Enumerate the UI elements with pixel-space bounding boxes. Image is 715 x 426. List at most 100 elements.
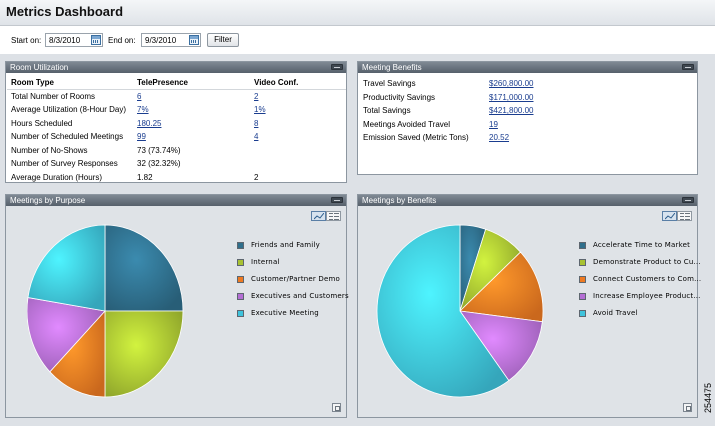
column-header: Room Type xyxy=(7,76,133,90)
table-row: Travel Savings $260,800.00 xyxy=(359,77,697,91)
table-cell: 99 xyxy=(133,130,250,144)
value-link[interactable]: 99 xyxy=(137,132,146,142)
legend-label: Customer/Partner Demo xyxy=(251,275,341,283)
chart-view-button[interactable] xyxy=(311,211,326,221)
table-row: Productivity Savings $171,000.00 xyxy=(359,91,697,105)
table-cell: 180.25 xyxy=(133,117,250,131)
benefit-label: Travel Savings xyxy=(363,79,416,89)
export-button[interactable] xyxy=(683,403,692,412)
table-cell: Number of Survey Responses xyxy=(11,159,118,169)
benefit-value-link[interactable]: 20.52 xyxy=(489,133,510,143)
meeting-benefits-table: Travel Savings $260,800.00 Productivity Sa… xyxy=(359,77,697,145)
value-link[interactable]: 2 xyxy=(254,92,259,101)
calendar-icon[interactable] xyxy=(189,35,199,45)
value-link[interactable]: 1% xyxy=(254,105,266,115)
benefit-label: Emission Saved (Metric Tons) xyxy=(363,133,469,143)
chart-view-toggle xyxy=(311,211,341,221)
pie-chart xyxy=(27,224,184,398)
benefit-value-link[interactable]: $260,800.00 xyxy=(489,79,534,89)
benefit-label: Meetings Avoided Travel xyxy=(363,119,451,129)
pie-slice[interactable] xyxy=(27,224,106,312)
table-row: Total Number of Rooms 6 2 xyxy=(7,90,346,104)
end-date-label: End on: xyxy=(108,36,136,45)
table-cell: 1.82 xyxy=(137,172,153,182)
legend-label: Executive Meeting xyxy=(251,309,319,317)
table-cell xyxy=(250,144,346,158)
pie-slice[interactable] xyxy=(459,251,544,323)
table-row: Hours Scheduled 180.25 8 xyxy=(7,117,346,131)
benefit-label: Productivity Savings xyxy=(363,92,436,102)
table-cell: 73 (73.74%) xyxy=(137,145,181,155)
table-view-button[interactable] xyxy=(326,211,341,221)
value-link[interactable]: 4 xyxy=(254,132,259,142)
legend-swatch xyxy=(579,293,586,300)
table-cell: 2 xyxy=(250,90,346,104)
panel-header: Meetings by Benefits xyxy=(358,195,697,206)
start-date-label: Start on: xyxy=(11,36,42,45)
table-cell: Average Utilization (8-Hour Day) xyxy=(11,105,127,115)
minimize-button[interactable] xyxy=(682,197,694,203)
pie-slice[interactable] xyxy=(459,310,543,382)
end-date-value: 9/3/2010 xyxy=(145,36,177,45)
pie-slice[interactable] xyxy=(49,309,106,398)
end-date-field[interactable]: 9/3/2010 xyxy=(141,33,201,47)
legend-swatch xyxy=(237,276,244,283)
start-date-value: 8/3/2010 xyxy=(49,36,81,45)
legend-swatch xyxy=(237,242,244,249)
table-view-button[interactable] xyxy=(677,211,692,221)
value-link[interactable]: 8 xyxy=(254,118,259,128)
table-header-row: Room Type TelePresence Video Conf. xyxy=(7,76,346,90)
column-header: Video Conf. xyxy=(250,76,346,90)
column-header: TelePresence xyxy=(133,76,250,90)
chart-view-button[interactable] xyxy=(662,211,677,221)
page-title: Metrics Dashboard xyxy=(6,4,124,19)
pie-slice[interactable] xyxy=(376,224,510,398)
export-button[interactable] xyxy=(332,403,341,412)
benefit-value-link[interactable]: 19 xyxy=(489,119,498,129)
table-cell: $171,000.00 xyxy=(485,91,697,105)
benefit-value-link[interactable]: $171,000.00 xyxy=(489,92,534,102)
pie-slice[interactable] xyxy=(104,224,184,312)
title-bar: Metrics Dashboard xyxy=(0,0,715,26)
table-cell: 8 xyxy=(250,117,346,131)
start-date-field[interactable]: 8/3/2010 xyxy=(45,33,103,47)
minimize-button[interactable] xyxy=(682,64,694,70)
value-link[interactable]: 6 xyxy=(137,92,142,101)
table-cell: 20.52 xyxy=(485,131,697,145)
legend-label: Friends and Family xyxy=(251,241,320,249)
chart-icon xyxy=(314,213,324,220)
table-cell: Total Number of Rooms xyxy=(11,92,96,101)
table-row: Number of Survey Responses 32 (32.32%) xyxy=(7,157,346,171)
meetings-by-benefits-panel: Meetings by Benefits Accelerate Time to … xyxy=(357,194,701,418)
table-cell xyxy=(250,157,346,171)
benefit-value-link[interactable]: $421,800.00 xyxy=(489,106,534,116)
filter-button[interactable]: Filter xyxy=(207,33,239,47)
table-cell: 19 xyxy=(485,118,697,132)
chart-area: Accelerate Time to Market Demonstrate Pro… xyxy=(359,207,701,416)
legend-label: Increase Employee Product... xyxy=(593,292,701,300)
calendar-icon[interactable] xyxy=(91,35,101,45)
legend-swatch xyxy=(579,259,586,266)
pie-chart xyxy=(376,224,544,398)
legend-swatch xyxy=(579,242,586,249)
chart-area: Friends and Family Internal Customer/Partn… xyxy=(7,207,349,416)
minimize-button[interactable] xyxy=(331,64,343,70)
table-cell: 6 xyxy=(133,90,250,104)
value-link[interactable]: 180.25 xyxy=(137,118,162,128)
panel-header: Meeting Benefits xyxy=(358,62,697,73)
table-row: Average Utilization (8-Hour Day) 7% 1% xyxy=(7,103,346,117)
value-link[interactable]: 7% xyxy=(137,105,149,115)
legend-swatch xyxy=(579,276,586,283)
table-cell: 4 xyxy=(250,130,346,144)
legend-label: Internal xyxy=(251,258,280,266)
pie-slice[interactable] xyxy=(27,297,106,373)
meetings-by-purpose-panel: Meetings by Purpose Friends and Family In… xyxy=(5,194,349,418)
minimize-button[interactable] xyxy=(331,197,343,203)
panel-title: Meetings by Purpose xyxy=(10,196,86,205)
pie-slice[interactable] xyxy=(104,310,184,398)
legend-label: Demonstrate Product to Cu... xyxy=(593,258,701,266)
table-row: Total Savings $421,800.00 xyxy=(359,104,697,118)
legend-swatch xyxy=(237,310,244,317)
table-row: Meetings Avoided Travel 19 xyxy=(359,118,697,132)
grid-icon xyxy=(329,213,339,220)
